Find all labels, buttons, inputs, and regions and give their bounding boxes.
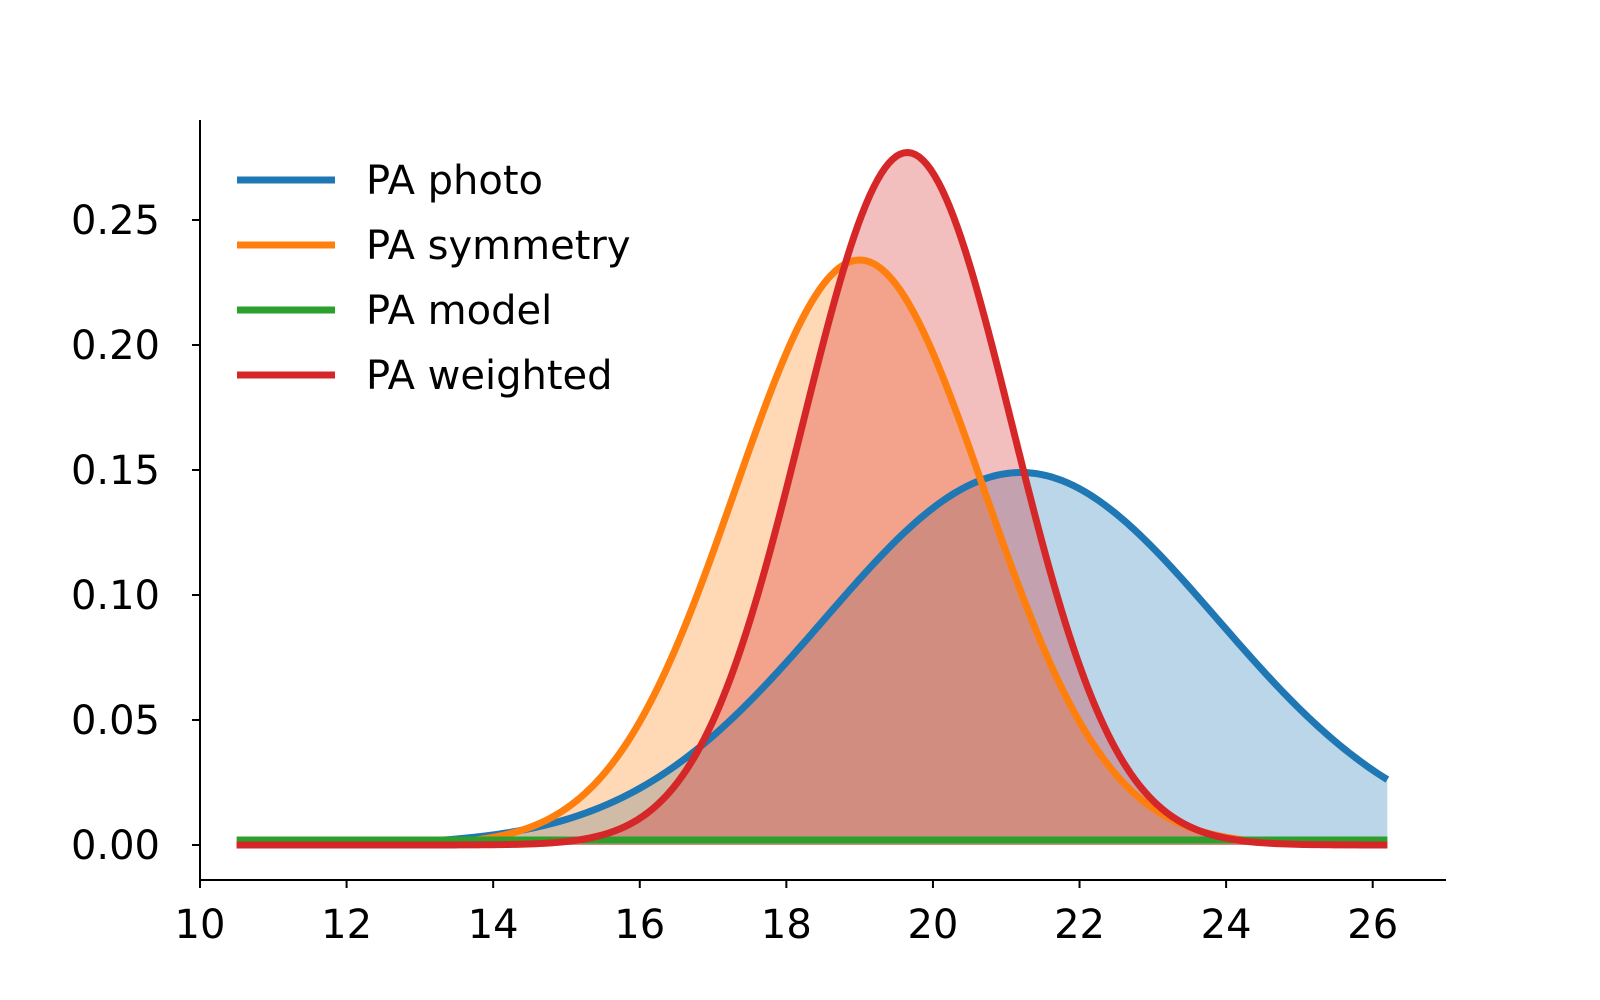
y-tick-label: 0.00 [71, 823, 160, 869]
x-tick-label: 26 [1347, 902, 1398, 948]
series-lines [236, 149, 1390, 849]
legend: PA photo PA symmetry PA model PA weighted [237, 158, 631, 399]
ticks: 10 12 14 16 18 20 22 24 26 0.00 0.05 0.10 0.15 0.20 0.… [71, 198, 1398, 948]
x-tick-label: 18 [761, 902, 812, 948]
y-tick-label: 0.25 [71, 198, 160, 244]
x-tick-label: 10 [175, 902, 226, 948]
legend-label-pa-weighted: PA weighted [366, 353, 613, 399]
legend-label-pa-model: PA model [366, 288, 552, 334]
series-fill-pa-symmetry [236, 260, 1388, 845]
series-fill-pa-weighted [236, 152, 1388, 845]
y-tick-label: 0.10 [71, 573, 160, 619]
x-tick-label: 20 [907, 902, 958, 948]
x-tick-label: 16 [614, 902, 665, 948]
legend-label-pa-symmetry: PA symmetry [366, 223, 631, 269]
y-tick-label: 0.05 [71, 698, 160, 744]
legend-label-pa-photo: PA photo [366, 158, 543, 204]
x-tick-label: 14 [468, 902, 519, 948]
y-tick-label: 0.20 [71, 323, 160, 369]
y-tick-label: 0.15 [71, 448, 160, 494]
x-tick-label: 12 [321, 902, 372, 948]
x-tick-label: 22 [1054, 902, 1105, 948]
series-line-pa-weighted [236, 149, 1388, 849]
axes [199, 120, 1446, 881]
x-tick-label: 24 [1201, 902, 1252, 948]
